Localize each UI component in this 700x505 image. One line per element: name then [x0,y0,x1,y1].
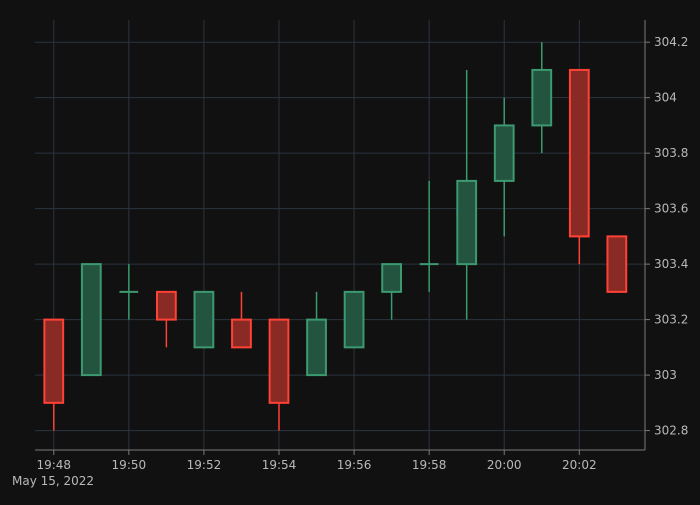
candle-decreasing [268,318,290,431]
candle-body [156,290,177,321]
y-tick-label: 303.4 [654,257,688,271]
candle-decreasing [43,318,65,431]
tick-labels-layer: 302.8 303 303.2 303.4 303.6 303.8 304 304.2 19:4… [36,35,688,472]
candle-body [381,263,403,293]
candle-increasing [193,290,215,349]
y-tick-label: 302.8 [654,424,688,438]
date-label: May 15, 2022 [12,474,94,488]
candle-body [268,318,290,404]
candle-body [231,318,252,349]
x-tick-label: 19:52 [187,458,222,472]
y-tick-label: 303.2 [654,313,688,327]
candle-decreasing [568,68,590,265]
y-tick-label: 303.8 [654,146,688,160]
candle-increasing [306,291,327,377]
candle-increasing [493,97,515,237]
candles-layer [43,42,628,431]
x-tick-label: 19:48 [36,458,71,472]
candle-body [456,179,478,266]
candle-increasing [343,290,365,349]
y-tick-label: 303.6 [654,202,688,216]
candle-body [193,290,215,349]
x-tick-label: 19:54 [262,458,297,472]
x-tick-label: 20:00 [487,458,522,472]
grid-layer [35,20,645,450]
candle-decreasing [606,235,628,293]
candle-body [80,263,102,377]
candle-body [343,290,365,349]
candle-increasing [80,263,102,377]
candle-body [568,68,590,238]
candle-body [606,235,628,293]
candle-increasing [119,264,139,320]
candle-body [306,318,327,377]
x-tick-label: 20:02 [562,458,597,472]
x-tick-label: 19:56 [337,458,372,472]
candle-increasing [381,263,403,320]
x-tick-label: 19:58 [412,458,447,472]
y-tick-label: 303 [654,368,677,382]
y-tick-label: 304.2 [654,35,688,49]
candle-increasing [531,42,553,154]
axis-layer [35,20,650,455]
candle-increasing [456,69,478,320]
candle-increasing [419,180,439,292]
candle-body [493,124,515,182]
y-tick-label: 304 [654,91,677,105]
candle-body [43,318,65,404]
candle-decreasing [156,290,177,348]
x-tick-label: 19:50 [112,458,147,472]
candle-body [531,68,553,127]
candle-decreasing [231,291,252,349]
